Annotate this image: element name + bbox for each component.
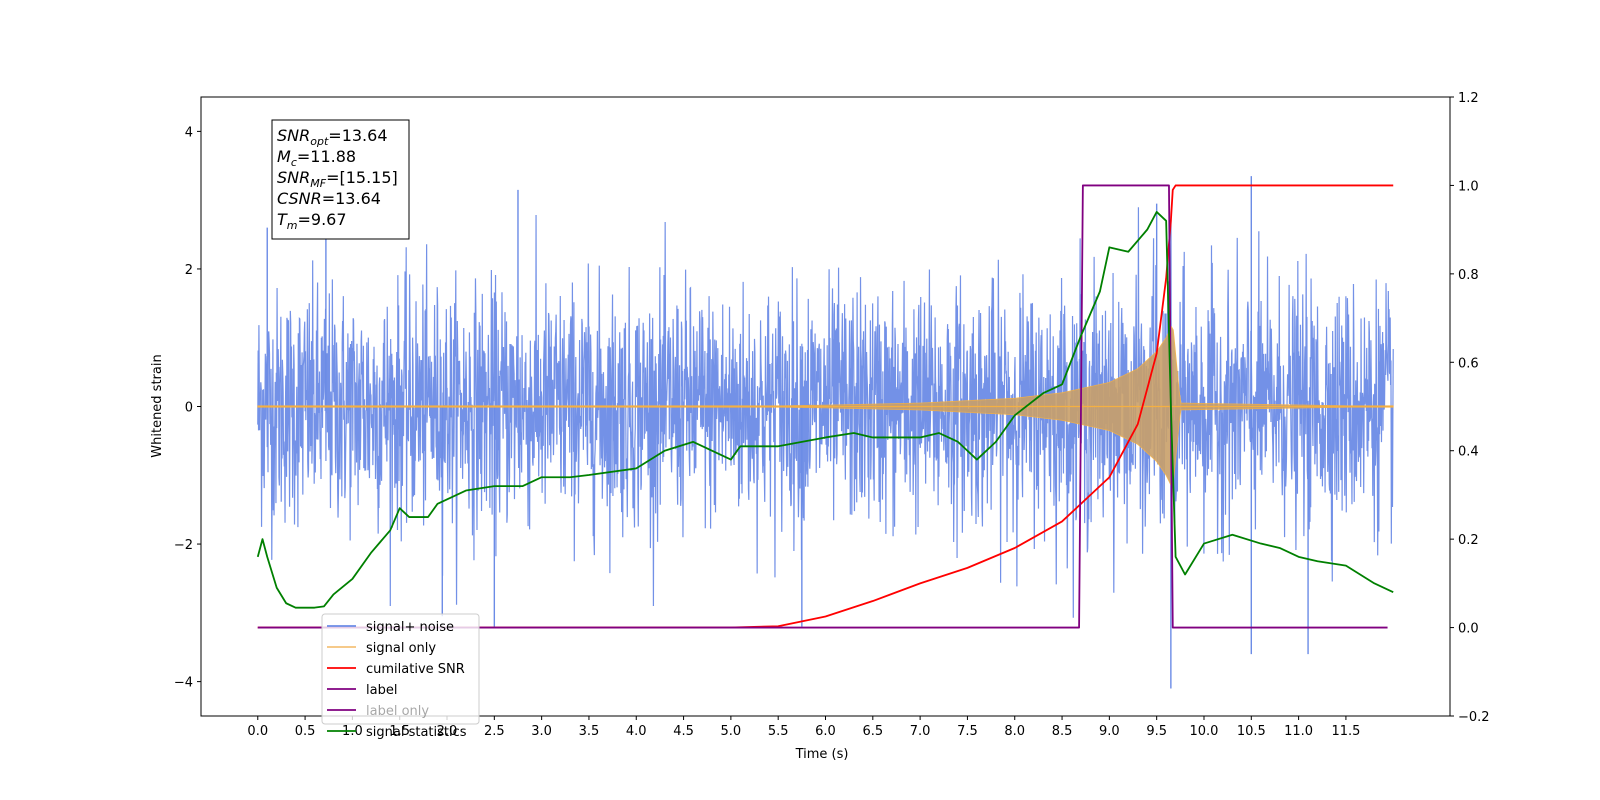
x-tick-label: 3.5 xyxy=(579,724,600,739)
annotation-frame xyxy=(271,119,410,240)
plot-area xyxy=(256,176,1394,689)
y-axis-left: 4 2 0 −2 −4 xyxy=(174,125,201,691)
annotation-line: CSNR=13.64 xyxy=(277,189,381,208)
x-tick-label: 8.5 xyxy=(1052,724,1073,739)
legend-label: label xyxy=(366,683,397,698)
x-tick-label: 8.0 xyxy=(1004,724,1025,739)
y-axis-right: 1.2 1.0 0.8 0.6 0.4 0.2 0.0 −0.2 xyxy=(1450,91,1490,725)
series-signal-noise-line xyxy=(257,207,1394,618)
x-axis-label: Time (s) xyxy=(795,747,849,762)
legend-label: label only xyxy=(366,704,429,719)
x-tick-label: 2.5 xyxy=(484,724,505,739)
legend-label: cumilative SNR xyxy=(366,662,465,677)
annotation-line: Tm=9.67 xyxy=(277,210,347,232)
y2-tick-label: −0.2 xyxy=(1458,710,1490,725)
legend-label: signal statistics xyxy=(366,725,467,740)
x-tick-label: 7.5 xyxy=(957,724,978,739)
x-tick-label: 6.0 xyxy=(815,724,836,739)
legend-frame xyxy=(321,613,480,725)
legend: signal+ noise signal only cumilative SNR la… xyxy=(321,613,480,740)
y-axis-label: Whitened strain xyxy=(150,354,165,457)
annotation-line: SNRMF=[15.15] xyxy=(277,168,398,190)
y2-tick-label: 0.4 xyxy=(1458,445,1479,460)
x-tick-label: 11.0 xyxy=(1284,724,1313,739)
x-tick-label: 5.5 xyxy=(768,724,789,739)
y-tick-label: 2 xyxy=(185,263,193,278)
x-tick-label: 9.5 xyxy=(1146,724,1167,739)
y2-tick-label: 0.0 xyxy=(1458,622,1479,637)
y2-tick-label: 0.6 xyxy=(1458,356,1479,371)
x-tick-label: 3.0 xyxy=(531,724,552,739)
annotation-line: Mc=11.88 xyxy=(277,147,356,169)
y-tick-label: −4 xyxy=(174,676,193,691)
x-tick-label: 10.5 xyxy=(1237,724,1266,739)
y2-tick-label: 0.8 xyxy=(1458,268,1479,283)
y-tick-label: 4 xyxy=(185,125,193,140)
legend-label: signal+ noise xyxy=(366,620,454,635)
x-tick-label: 0.0 xyxy=(247,724,268,739)
y2-tick-label: 0.2 xyxy=(1458,533,1479,548)
x-tick-label: 7.0 xyxy=(910,724,931,739)
x-tick-label: 5.0 xyxy=(721,724,742,739)
x-tick-label: 2.0 xyxy=(437,724,458,739)
series-cumulative-snr-line xyxy=(257,184,1394,629)
x-tick-label: 6.5 xyxy=(862,724,883,739)
y-tick-label: −2 xyxy=(174,538,193,553)
legend-label: signal only xyxy=(366,641,436,656)
x-tick-label: 9.0 xyxy=(1099,724,1120,739)
x-tick-label: 10.0 xyxy=(1190,724,1219,739)
series-signal-statistics-line xyxy=(256,211,1394,609)
series-label-line xyxy=(257,184,1388,629)
x-axis: 0.0 0.5 1.0 1.5 2.0 2.5 3.0 3.5 4.0 4.5 5.0 5.5 6.0 6… xyxy=(247,716,1360,739)
x-tick-label: 0.5 xyxy=(295,724,316,739)
y2-tick-label: 1.0 xyxy=(1458,179,1479,194)
y-tick-label: 0 xyxy=(185,401,193,416)
x-tick-label: 4.5 xyxy=(673,724,694,739)
x-tick-label: 11.5 xyxy=(1331,724,1360,739)
annotation-box: SNRopt=13.64Mc=11.88SNRMF=[15.15]CSNR=13… xyxy=(271,119,410,240)
annotation-line: SNRopt=13.64 xyxy=(277,126,388,148)
y2-tick-label: 1.2 xyxy=(1458,91,1479,106)
x-tick-label: 1.5 xyxy=(389,724,410,739)
x-tick-label: 4.0 xyxy=(626,724,647,739)
